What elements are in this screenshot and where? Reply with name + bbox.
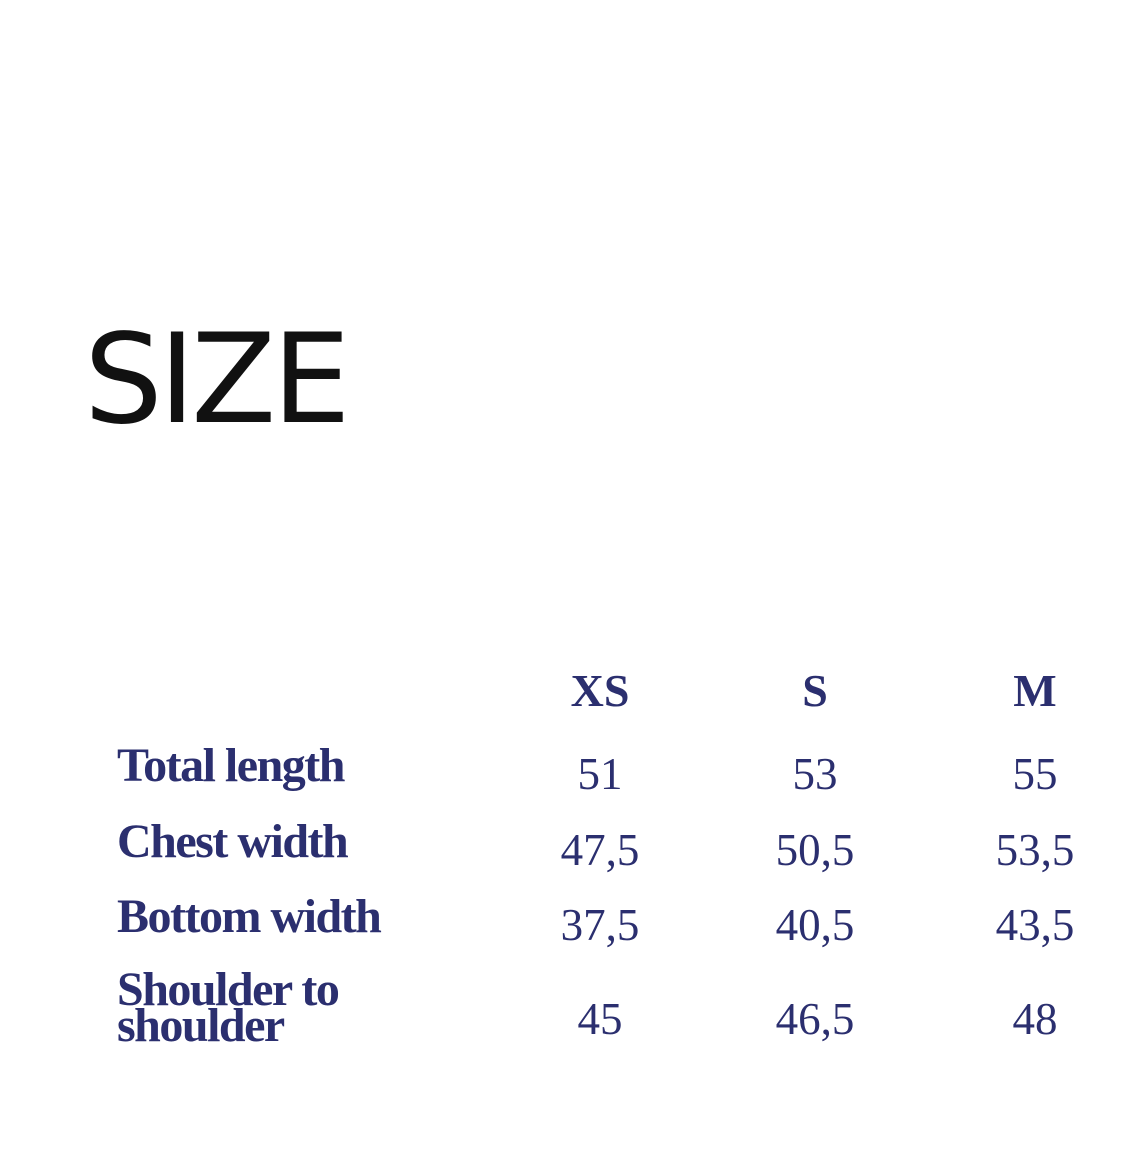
table-cell: 37,5 <box>560 900 640 950</box>
table-cell: 46,5 <box>775 994 855 1044</box>
page-title: SIZE <box>84 308 351 452</box>
column-header-m: M <box>1013 665 1057 716</box>
row-label: Bottom width <box>117 890 382 943</box>
row-label: Chest width <box>117 815 349 868</box>
table-cell: 53,5 <box>995 825 1075 875</box>
row-label: Total length <box>117 739 345 792</box>
table-cell: 51 <box>577 749 623 799</box>
column-header-s: S <box>802 665 828 716</box>
row-label: Shoulder to shoulder <box>117 963 340 1052</box>
column-header-xs: XS <box>570 665 630 716</box>
table-cell: 53 <box>792 749 838 799</box>
table-cell: 55 <box>1012 749 1058 799</box>
table-cell: 50,5 <box>775 825 855 875</box>
table-cell: 48 <box>1012 994 1058 1044</box>
table-cell: 43,5 <box>995 900 1075 950</box>
table-cell: 47,5 <box>560 825 640 875</box>
table-cell: 45 <box>577 994 623 1044</box>
table-cell: 40,5 <box>775 900 855 950</box>
